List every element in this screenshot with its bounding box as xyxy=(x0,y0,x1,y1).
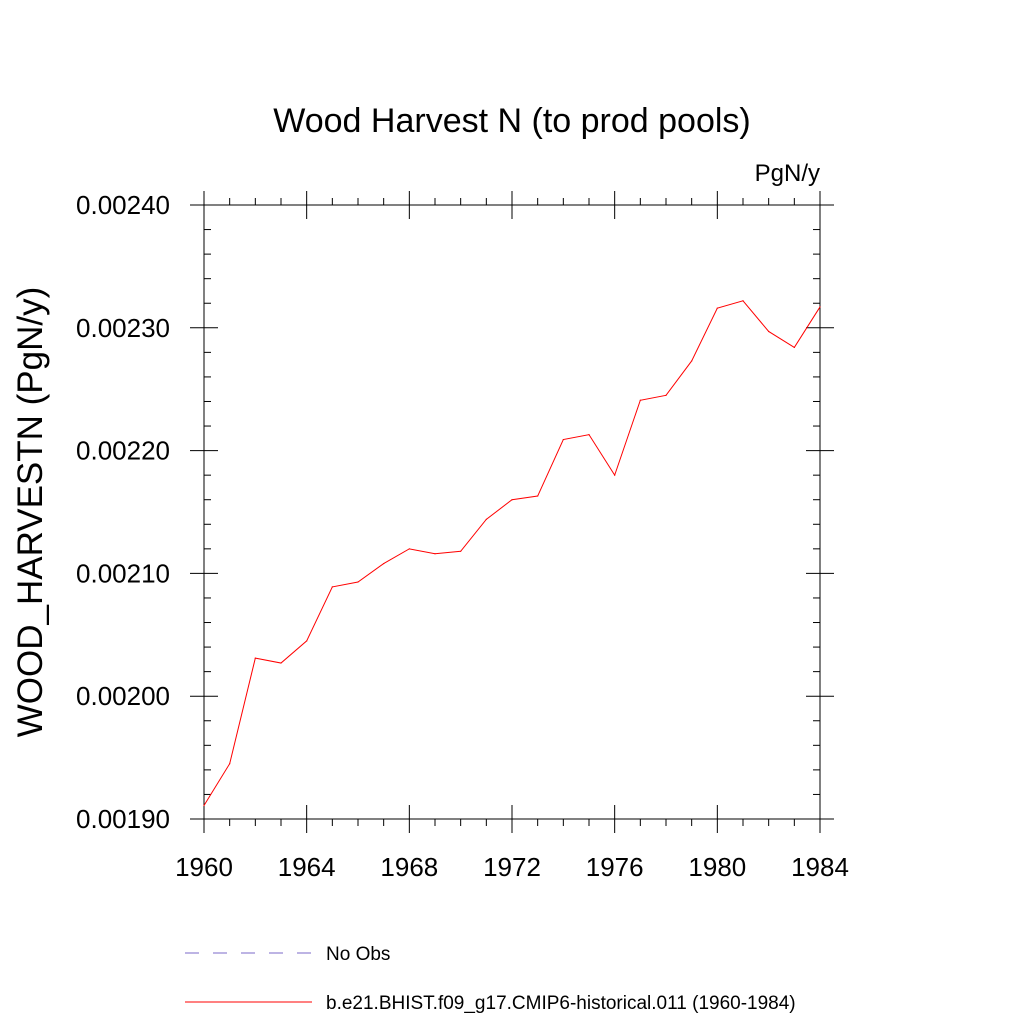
y-tick-label: 0.00220 xyxy=(76,436,170,466)
data-point xyxy=(614,474,616,476)
x-tick-label: 1960 xyxy=(175,852,233,882)
data-point xyxy=(716,307,718,309)
x-tick-label: 1976 xyxy=(586,852,644,882)
data-point xyxy=(588,434,590,436)
data-point xyxy=(485,518,487,520)
data-point xyxy=(434,553,436,555)
data-point xyxy=(665,394,667,396)
data-point xyxy=(639,399,641,401)
tick-marks xyxy=(190,191,834,833)
series-line xyxy=(203,300,821,806)
x-tick-label: 1972 xyxy=(483,852,541,882)
data-point xyxy=(768,330,770,333)
data-point xyxy=(691,360,693,362)
data-point xyxy=(408,548,410,550)
data-point xyxy=(562,438,564,441)
axes xyxy=(203,204,821,820)
y-tick-label: 0.00210 xyxy=(76,558,170,588)
y-axis-label: WOOD_HARVESTN (PgN/y) xyxy=(11,287,50,738)
data-point xyxy=(537,495,539,497)
x-tick-label: 1968 xyxy=(380,852,438,882)
data-point xyxy=(306,640,308,642)
data-point xyxy=(742,300,744,302)
units-label: PgN/y xyxy=(755,160,820,187)
data-point xyxy=(357,581,359,583)
data-point xyxy=(383,562,385,565)
y-tick-label: 0.00200 xyxy=(76,681,170,711)
tick-labels: 1960 1964 1968 1972 1976 1980 1984 0.00190 0.002… xyxy=(76,190,849,882)
data-point xyxy=(203,804,205,807)
series-lines xyxy=(203,300,821,807)
data-point xyxy=(511,499,513,501)
x-tick-label: 1964 xyxy=(278,852,336,882)
plot-frame xyxy=(203,204,821,820)
legend-label: No Obs xyxy=(326,944,390,965)
legend-label: b.e21.BHIST.f09_g17.CMIP6-historical.011… xyxy=(326,993,796,1014)
y-tick-label: 0.00190 xyxy=(76,804,170,834)
data-point xyxy=(331,586,333,588)
legend: No Obs b.e21.BHIST.f09_g17.CMIP6-historic… xyxy=(185,944,796,1014)
y-tick-label: 0.00230 xyxy=(76,313,170,343)
y-tick-label: 0.00240 xyxy=(76,190,170,220)
data-point xyxy=(819,306,821,308)
x-tick-label: 1980 xyxy=(688,852,746,882)
data-point xyxy=(229,763,231,765)
x-tick-label: 1984 xyxy=(791,852,849,882)
chart-title: Wood Harvest N (to prod pools) xyxy=(273,102,750,140)
data-point xyxy=(460,550,462,552)
data-point xyxy=(254,657,256,659)
data-point xyxy=(793,346,795,349)
data-point xyxy=(280,662,282,664)
